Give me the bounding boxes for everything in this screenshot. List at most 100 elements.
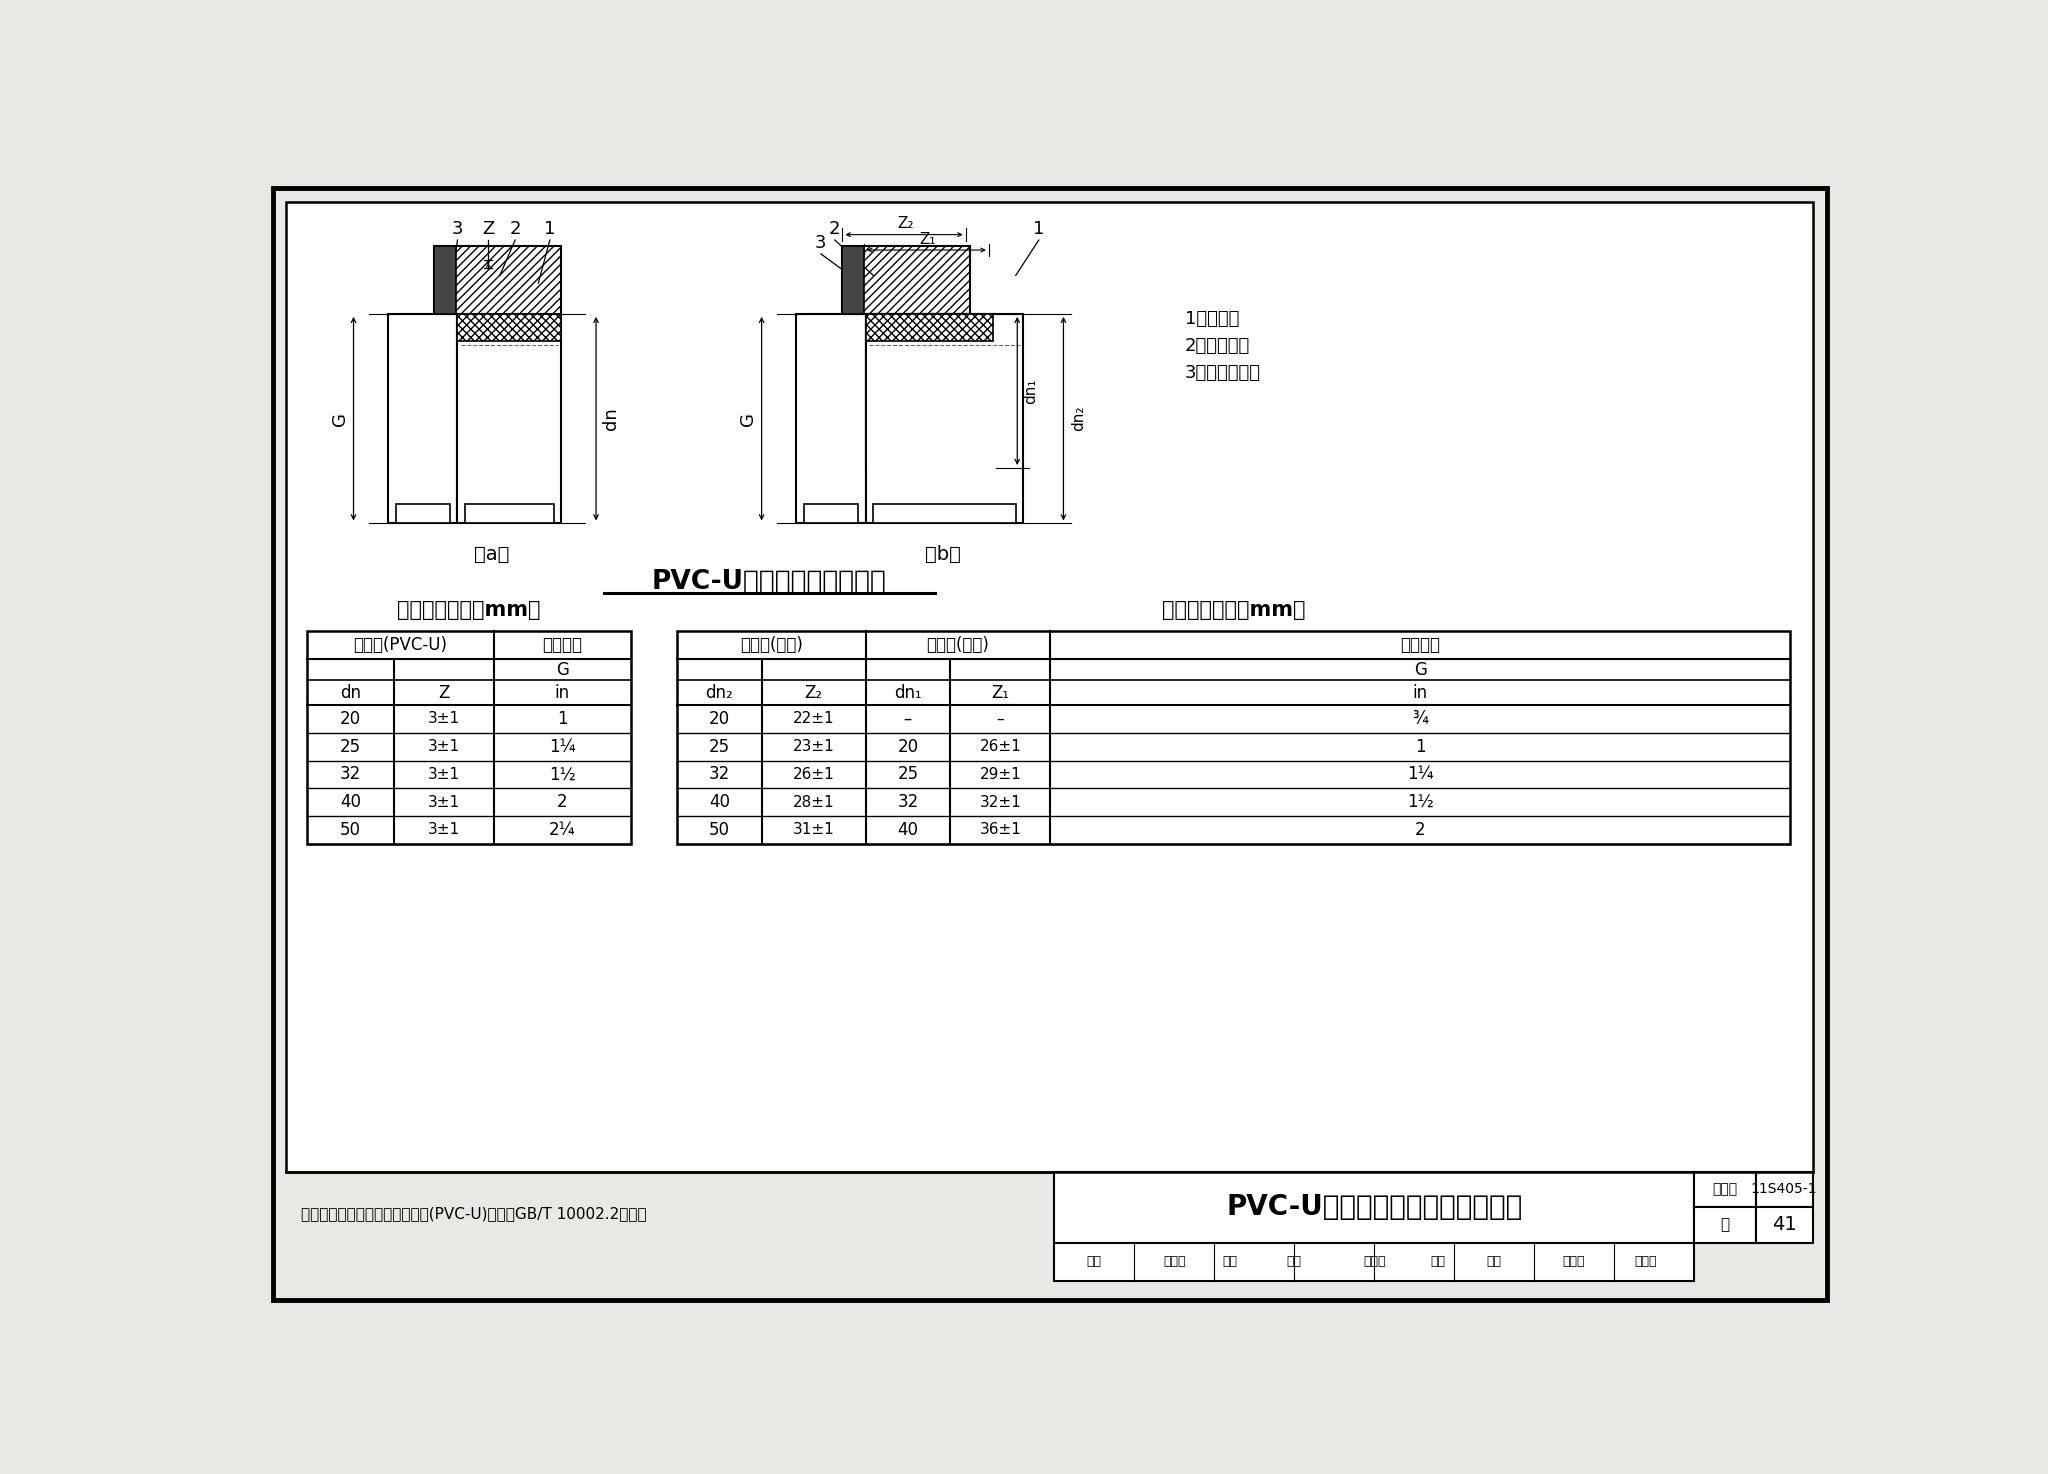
Text: 25: 25 [340,737,360,756]
Text: 2－金属螺帽: 2－金属螺帽 [1186,338,1251,355]
Text: 3±1: 3±1 [428,822,459,837]
Text: 审核: 审核 [1087,1256,1102,1268]
Text: Z₂: Z₂ [897,217,913,231]
Bar [805,504,858,523]
Text: 50: 50 [340,821,360,839]
Text: 1½: 1½ [549,765,575,783]
Text: Z₁: Z₁ [991,684,1010,702]
Bar [457,314,561,523]
Text: 2: 2 [510,220,520,239]
Bar [389,314,457,523]
Text: 25: 25 [897,765,918,783]
Text: 金属螺帽: 金属螺帽 [1401,637,1440,654]
Bar [1755,1172,1812,1207]
Text: 1: 1 [1032,220,1044,239]
Text: 迪和: 迪和 [1223,1256,1237,1268]
Text: 接头端(插口): 接头端(插口) [926,637,989,654]
Bar [1694,1172,1755,1207]
Text: 11S405-1: 11S405-1 [1751,1182,1817,1197]
Text: 注：本图按《给水用硬聚氯乙烯(PVC-U)管件》GB/T 10002.2编制。: 注：本图按《给水用硬聚氯乙烯(PVC-U)管件》GB/T 10002.2编制。 [301,1207,647,1222]
Text: 26±1: 26±1 [979,738,1022,755]
Text: –: – [903,710,911,728]
Text: （b）: （b） [924,545,961,563]
Text: 1: 1 [557,710,567,728]
Text: 校对: 校对 [1286,1256,1303,1268]
Text: 23±1: 23±1 [793,738,834,755]
Text: 50: 50 [709,821,729,839]
Bar [465,504,553,523]
Bar [866,314,993,340]
Text: 22±1: 22±1 [793,712,834,727]
Bar [1055,1243,1694,1281]
Bar [866,314,1024,523]
Bar [395,504,451,523]
Bar [1755,1207,1812,1243]
Text: Z₂: Z₂ [805,684,823,702]
Text: dn₁: dn₁ [895,684,922,702]
Text: in: in [555,684,569,702]
Text: 40: 40 [709,793,729,811]
Text: （a）: （a） [475,545,510,563]
Bar [457,314,561,340]
Text: 1¼: 1¼ [549,737,575,756]
Text: 41: 41 [1772,1216,1796,1234]
Text: 20: 20 [897,737,918,756]
Text: 20: 20 [340,710,360,728]
Text: 图集号: 图集号 [1712,1182,1737,1197]
Text: 1: 1 [1415,737,1425,756]
Text: 32: 32 [709,765,729,783]
Text: 1: 1 [545,220,555,239]
Bar [842,246,969,314]
Text: dn₂: dn₂ [705,684,733,702]
Text: 3±1: 3±1 [428,794,459,809]
Text: 2: 2 [557,793,567,811]
Text: 26±1: 26±1 [793,766,834,781]
Text: 3±1: 3±1 [428,738,459,755]
Text: 吴贤华: 吴贤华 [1563,1256,1585,1268]
Text: G: G [555,660,569,678]
Text: 接头端(PVC-U): 接头端(PVC-U) [354,637,449,654]
Text: dn₁: dn₁ [1024,379,1038,404]
Bar [872,504,1016,523]
Text: 1½: 1½ [1407,793,1434,811]
Text: 20: 20 [709,710,729,728]
Bar [287,202,1812,1172]
Text: G: G [739,411,758,426]
Bar [1055,1172,1694,1243]
Text: 曲中国: 曲中国 [1163,1256,1186,1268]
Text: 陈永青: 陈永青 [1362,1256,1384,1268]
Text: Z₁: Z₁ [920,231,936,246]
Text: 接头端(承口): 接头端(承口) [739,637,803,654]
Text: 28±1: 28±1 [793,794,834,809]
Text: 32: 32 [340,765,360,783]
Text: 金属螺帽: 金属螺帽 [543,637,582,654]
Text: Z: Z [438,684,449,702]
Text: 2: 2 [1415,821,1425,839]
Bar [434,246,457,314]
Bar [1694,1207,1755,1243]
Bar [797,314,866,523]
Text: G: G [1413,660,1427,678]
Text: 3±1: 3±1 [428,712,459,727]
Text: 2¼: 2¼ [549,821,575,839]
Text: 40: 40 [340,793,360,811]
Bar [678,631,1790,843]
Text: dn₂: dn₂ [1071,405,1085,432]
Text: 吴贤华: 吴贤华 [1634,1256,1657,1268]
Text: 32±1: 32±1 [979,794,1022,809]
Text: 40: 40 [897,821,918,839]
Text: 长型安装尺寸（mm）: 长型安装尺寸（mm） [1161,600,1305,619]
Text: dn: dn [340,684,360,702]
Text: 29±1: 29±1 [979,766,1022,781]
Text: 32: 32 [897,793,920,811]
Bar [866,314,993,467]
Text: 3－平密封幗圈: 3－平密封幗圈 [1186,364,1262,382]
Text: G: G [330,411,348,426]
Text: 3: 3 [815,234,827,252]
Text: 短型安装尺寸（mm）: 短型安装尺寸（mm） [397,600,541,619]
Text: 31±1: 31±1 [793,822,834,837]
Text: 3: 3 [453,220,463,239]
Text: Z: Z [481,220,494,239]
Text: 25: 25 [709,737,729,756]
Text: dn: dn [602,407,621,430]
